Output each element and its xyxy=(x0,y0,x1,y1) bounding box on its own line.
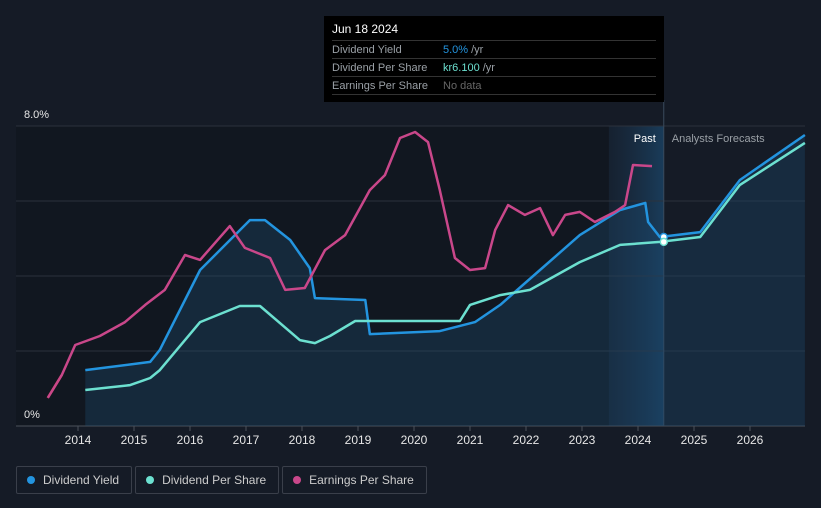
legend-dot-icon xyxy=(27,476,35,484)
tooltip-date: Jun 18 2024 xyxy=(332,16,656,41)
x-tick-label: 2023 xyxy=(569,433,596,447)
legend-earnings-per-share[interactable]: Earnings Per Share xyxy=(282,466,427,494)
tooltip-value: 5.0% xyxy=(443,43,469,56)
tooltip-label: Dividend Per Share xyxy=(332,61,428,74)
series-area-0 xyxy=(85,135,805,426)
x-tick-label: 2019 xyxy=(345,433,372,447)
x-tick-label: 2020 xyxy=(401,433,428,447)
legend-label: Dividend Yield xyxy=(43,473,120,487)
x-tick-label: 2025 xyxy=(681,433,708,447)
legend-label: Dividend Per Share xyxy=(162,473,267,487)
tooltip: Jun 18 2024 Dividend Yield 5.0%/yr Divide… xyxy=(324,16,664,102)
tooltip-unit: /yr xyxy=(482,61,495,74)
tooltip-row-dividend-yield: Dividend Yield 5.0%/yr xyxy=(332,41,656,59)
series-line-dividend-per-share xyxy=(85,141,806,392)
tooltip-label: Dividend Yield xyxy=(332,43,402,56)
legend-dot-icon xyxy=(146,476,155,484)
tooltip-value: No data xyxy=(443,79,482,92)
tooltip-value: kr6.100 xyxy=(443,61,480,74)
series-line-dividend-yield xyxy=(85,133,806,372)
y-label-min: 0% xyxy=(24,409,40,421)
tooltip-unit: /yr xyxy=(471,43,484,56)
y-label-max: 8.0% xyxy=(24,109,49,121)
legend-dot-icon xyxy=(293,476,302,484)
x-tick-label: 2026 xyxy=(737,433,764,447)
tooltip-row-earnings-per-share: Earnings Per Share No data xyxy=(332,77,656,95)
x-tick-label: 2018 xyxy=(289,433,316,447)
x-tick-label: 2021 xyxy=(457,433,484,447)
tooltip-row-dividend-per-share: Dividend Per Share kr6.100/yr xyxy=(332,59,656,77)
legend-label: Earnings Per Share xyxy=(309,473,414,487)
x-tick-label: 2016 xyxy=(177,433,204,447)
marker-dividend-per-share xyxy=(659,237,669,247)
x-tick-label: 2017 xyxy=(233,433,260,447)
legend-dividend-yield[interactable]: Dividend Yield xyxy=(16,466,133,494)
x-tick-label: 2022 xyxy=(513,433,540,447)
x-tick-label: 2015 xyxy=(121,433,148,447)
x-tick-label: 2024 xyxy=(625,433,652,447)
legend-dividend-per-share[interactable]: Dividend Per Share xyxy=(135,466,280,494)
legend: Dividend Yield Dividend Per Share Earnin… xyxy=(16,466,427,494)
x-tick-label: 2014 xyxy=(65,433,92,447)
forecast-label: Analysts Forecasts xyxy=(672,133,765,145)
past-label: Past xyxy=(634,133,656,145)
tooltip-label: Earnings Per Share xyxy=(332,79,428,92)
series-line-earnings-per-share xyxy=(46,130,653,399)
